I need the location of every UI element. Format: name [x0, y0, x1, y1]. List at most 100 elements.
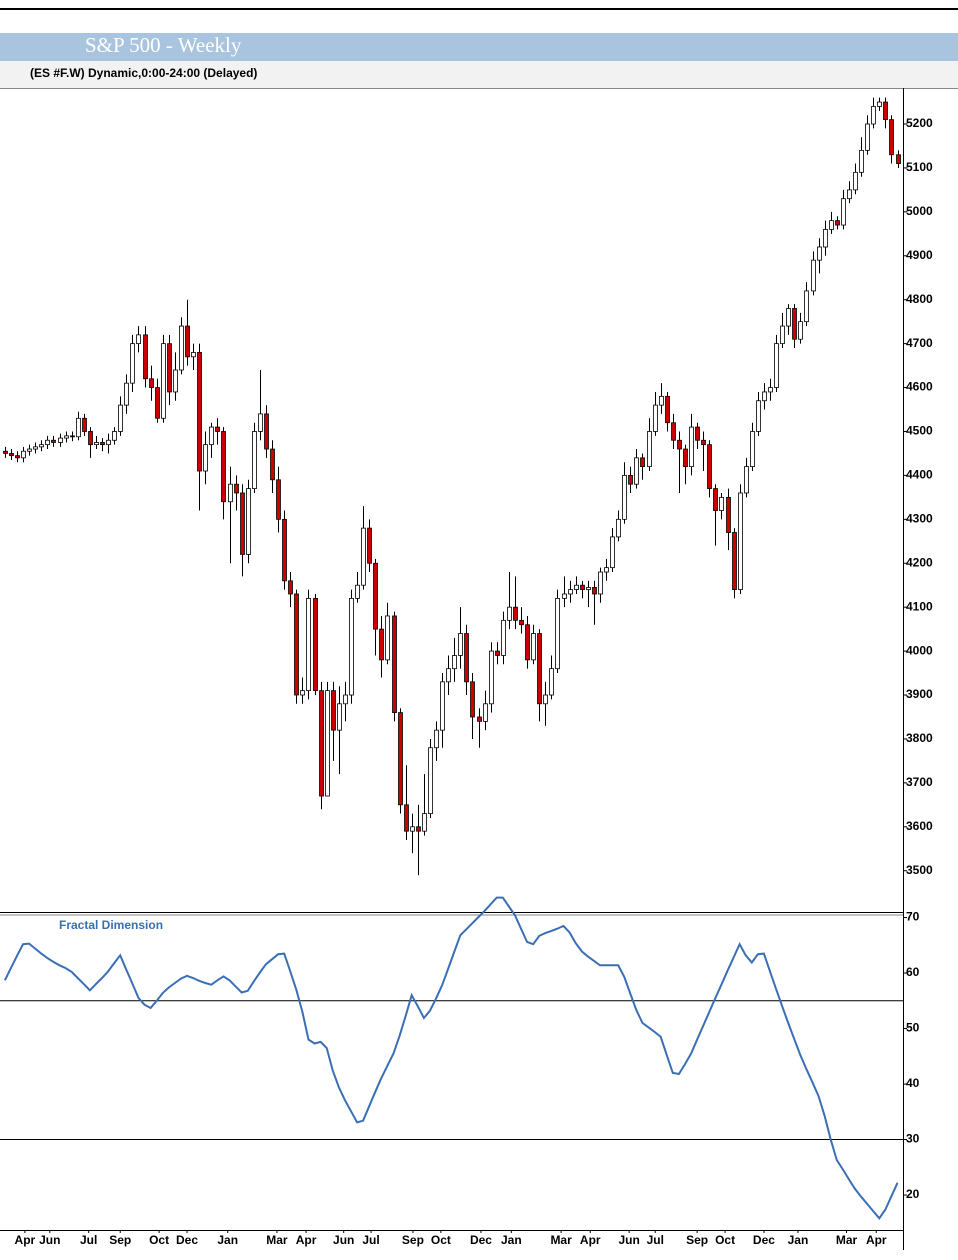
candle-body	[27, 448, 32, 452]
x-tick-label: Dec	[753, 1233, 775, 1247]
candle-body	[707, 444, 712, 489]
candle-body	[817, 246, 822, 261]
x-tick-label: Oct	[149, 1233, 169, 1247]
candle-body	[592, 587, 597, 595]
candle-body	[859, 149, 864, 173]
candle-body	[689, 426, 694, 468]
candle-body	[555, 597, 560, 670]
y-tick-label: 30	[906, 1132, 920, 1146]
candle-body	[276, 479, 281, 520]
x-tick-label: Jan	[788, 1233, 809, 1247]
candle-body	[82, 417, 87, 432]
candle-body	[112, 431, 117, 441]
candle-body	[143, 334, 148, 380]
x-tick-label: Jun	[39, 1233, 60, 1247]
y-tick-label: 4100	[906, 599, 933, 613]
candle-body	[264, 413, 269, 450]
candle-body	[191, 352, 196, 358]
candle-body	[829, 220, 834, 230]
x-tick-label: Apr	[866, 1233, 887, 1247]
candle-body	[883, 101, 888, 121]
candle-body	[701, 439, 706, 446]
candle-body	[155, 387, 160, 419]
candle-body	[501, 619, 506, 656]
y-tick-label: 70	[906, 910, 920, 924]
candle-body	[792, 308, 797, 340]
candle-body	[568, 589, 573, 595]
candle-body	[51, 439, 56, 443]
y-tick-label: 4000	[906, 643, 933, 657]
candle-body	[379, 628, 384, 661]
y-tick-label: 3700	[906, 775, 933, 789]
candle-body	[477, 716, 482, 722]
candle-body	[3, 450, 8, 454]
candle-body	[398, 712, 403, 806]
candle-body	[798, 321, 803, 340]
candle-body	[240, 492, 245, 555]
candle-body	[179, 325, 184, 371]
candle-body	[549, 668, 554, 696]
x-tick-label: Jun	[618, 1233, 639, 1247]
candle-body	[440, 681, 445, 731]
candle-body	[209, 426, 214, 446]
candle-body	[452, 655, 457, 670]
candle-body	[519, 619, 524, 626]
candle-body	[410, 826, 415, 832]
candle-body	[270, 448, 275, 481]
candle-body	[726, 496, 731, 533]
candle-body	[647, 431, 652, 468]
candle-body	[39, 444, 44, 448]
y-tick-label: 3500	[906, 863, 933, 877]
candle-body	[331, 690, 336, 731]
candle-body	[871, 106, 876, 125]
candle-body	[537, 633, 542, 705]
candle-body	[889, 119, 894, 156]
candle-body	[877, 101, 882, 107]
candle-body	[598, 571, 603, 595]
indicator-title: Fractal Dimension	[59, 918, 163, 932]
y-tick-label: 3600	[906, 819, 933, 833]
candle-body	[489, 650, 494, 705]
candle-body	[604, 567, 609, 573]
candle-body	[683, 448, 688, 468]
candle-body	[470, 681, 475, 718]
y-tick-label: 4900	[906, 248, 933, 262]
x-tick-label: Apr	[15, 1233, 36, 1247]
candle-body	[416, 826, 421, 832]
y-tick-label: 5200	[906, 116, 933, 130]
candle-body	[167, 343, 172, 393]
candle-body	[325, 690, 330, 797]
candle-body	[234, 483, 239, 494]
y-tick-label: 4500	[906, 424, 933, 438]
x-tick-label: Apr	[580, 1233, 601, 1247]
candle-body	[750, 431, 755, 468]
candle-body	[659, 395, 664, 406]
candle-body	[203, 444, 208, 472]
candle-body	[634, 457, 639, 485]
x-tick-label: Sep	[686, 1233, 708, 1247]
candle-body	[531, 633, 536, 661]
candle-body	[349, 597, 354, 696]
candle-body	[622, 475, 627, 520]
candle-body	[464, 633, 469, 683]
candle-body	[343, 694, 348, 705]
candle-body	[88, 431, 93, 446]
candle-body	[768, 387, 773, 393]
y-tick-label: 3900	[906, 687, 933, 701]
x-tick-label: Jan	[217, 1233, 238, 1247]
x-tick-label: Dec	[470, 1233, 492, 1247]
candle-body	[149, 378, 154, 388]
candle-body	[677, 439, 682, 450]
candle-body	[33, 446, 38, 450]
candle-body	[373, 562, 378, 630]
candle-body	[513, 606, 518, 621]
candle-body	[392, 615, 397, 713]
candle-body	[744, 466, 749, 494]
y-tick-label: 50	[906, 1021, 920, 1035]
candle-body	[118, 404, 123, 432]
candle-body	[94, 442, 99, 446]
candle-body	[367, 527, 372, 564]
y-tick-label: 4200	[906, 555, 933, 569]
y-tick-label: 4800	[906, 292, 933, 306]
